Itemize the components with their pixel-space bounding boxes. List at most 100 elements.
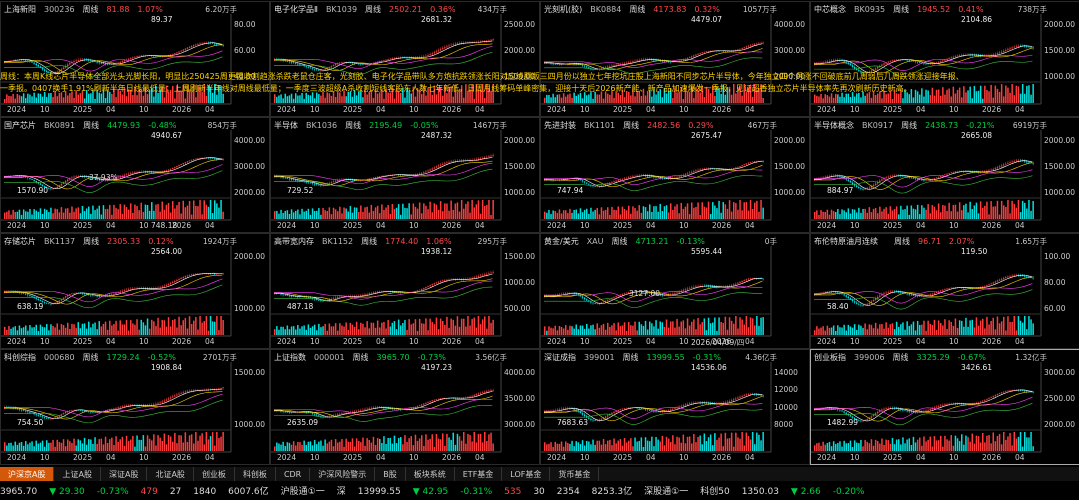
volume-bar — [195, 97, 197, 103]
volume-bar — [90, 439, 92, 451]
volume-bar — [358, 91, 360, 103]
candle-body — [383, 407, 385, 409]
volume-bar — [590, 207, 592, 219]
volume-bar — [733, 323, 735, 335]
candle-body — [125, 289, 128, 291]
candle-body — [739, 166, 741, 167]
candle-body — [73, 176, 75, 178]
volume-bar — [299, 95, 301, 103]
candle-body — [607, 66, 609, 68]
volume-bar — [697, 318, 699, 335]
candle-body — [132, 57, 134, 59]
volume-bar — [454, 203, 457, 219]
candle-body — [820, 177, 822, 179]
candle-body — [31, 178, 33, 180]
volume-bar — [1000, 84, 1003, 103]
volume-bar — [117, 89, 119, 103]
candle-body — [284, 294, 286, 296]
volume-bar — [303, 98, 305, 103]
candle-body — [602, 184, 605, 186]
volume-bar — [758, 88, 760, 103]
candle-body — [824, 291, 826, 293]
candle-body — [433, 283, 436, 285]
candle-body — [477, 276, 480, 277]
candle-body — [309, 297, 312, 299]
candle-body — [670, 409, 672, 411]
volume-bar — [872, 328, 875, 335]
high-label: 4479.07 — [691, 15, 723, 24]
volume-bar — [944, 205, 946, 219]
low-label: 2635.09 — [287, 418, 319, 427]
volume-bar — [12, 93, 14, 103]
volume-bar — [937, 203, 940, 219]
volume-bar — [609, 326, 611, 335]
candle-body — [395, 291, 398, 293]
volume-bar — [609, 214, 611, 219]
moving-average — [814, 169, 1033, 188]
candle-body — [423, 56, 425, 58]
volume-label: 1.65万手 — [1015, 237, 1047, 246]
panel-header: 半导体概念 BK0917 周线 2438.73 -0.21% — [814, 120, 1003, 131]
volume-bar — [309, 441, 312, 451]
symbol-name: 半导体概念 — [814, 121, 854, 130]
volume-bar — [588, 94, 590, 103]
volume-bar — [1032, 323, 1034, 335]
volume-bar — [182, 442, 184, 451]
candle-body — [577, 178, 580, 180]
candle-body — [967, 171, 969, 172]
candle-body — [176, 166, 178, 168]
volume-bar — [4, 212, 6, 219]
candle-body — [881, 294, 883, 296]
candle-body — [62, 413, 65, 415]
volume-bar — [383, 436, 385, 451]
volume-bar — [358, 440, 360, 451]
volume-bar — [544, 326, 546, 335]
volume-bar — [881, 324, 883, 335]
candle-body — [937, 61, 940, 63]
volume-bar — [20, 442, 23, 451]
volume-bar — [625, 442, 628, 451]
date-axis-label: 2024 — [7, 337, 27, 346]
volume-bar — [397, 319, 400, 335]
price-axis-label: 40.00 — [234, 72, 256, 81]
volume-bar — [307, 208, 310, 219]
volume-bar — [402, 203, 404, 219]
volume-bar — [458, 326, 461, 335]
candle-body — [942, 175, 944, 176]
price: 1774.40 — [385, 237, 419, 246]
candle-body — [186, 391, 189, 392]
candle-body — [830, 60, 833, 62]
candle-body — [655, 177, 657, 178]
volume-bar — [1024, 93, 1026, 103]
date-axis-label: 10 — [580, 337, 590, 346]
candle-body — [948, 288, 950, 289]
volume-bar — [720, 93, 722, 103]
moving-average — [274, 52, 493, 75]
candle-body — [565, 293, 567, 294]
volume-bar — [180, 90, 182, 103]
volume-bar — [290, 209, 293, 219]
volume-bar — [433, 324, 436, 335]
candle-body — [1013, 46, 1015, 48]
volume-bar — [207, 85, 210, 103]
volume-bar — [435, 94, 438, 103]
volume-bar — [707, 89, 710, 103]
volume-bar — [209, 200, 212, 219]
date-axis-label: 10 — [850, 337, 860, 346]
volume-bar — [138, 210, 140, 219]
volume-bar — [550, 442, 552, 451]
candle-body — [37, 414, 40, 416]
volume-bar — [421, 94, 423, 103]
volume-bar — [439, 318, 442, 335]
candle-body — [954, 56, 957, 57]
date-axis-label: 2025 — [883, 105, 903, 114]
volume-bar — [640, 437, 643, 451]
date-axis-label: 2024 — [277, 337, 297, 346]
volume-bar — [969, 320, 971, 335]
volume-bar — [421, 323, 423, 335]
volume-bar — [360, 205, 362, 219]
volume-bar — [839, 96, 841, 103]
panel-header: 电子化学品Ⅱ BK1039 周线 2502.21 0.36% — [274, 4, 464, 15]
volume-bar — [724, 204, 727, 219]
candle-body — [923, 63, 925, 64]
